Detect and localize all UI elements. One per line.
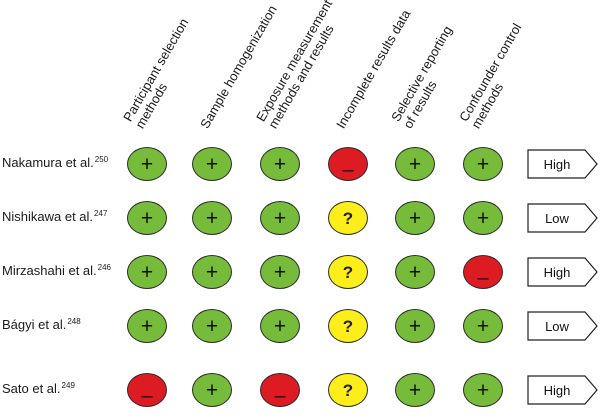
- judgement-symbol: ?: [342, 208, 354, 228]
- judgement-symbol: –: [141, 385, 153, 407]
- low-risk-dot: +: [395, 201, 435, 235]
- judgement-symbol: –: [274, 385, 286, 407]
- high-risk-dot: –: [127, 373, 167, 407]
- study-reference: 247: [94, 209, 108, 218]
- judgement-symbol: +: [408, 378, 422, 402]
- low-risk-dot: +: [395, 373, 435, 407]
- low-risk-dot: +: [192, 255, 232, 289]
- study-label: Nishikawa et al.247: [2, 209, 107, 224]
- study-reference: 246: [97, 263, 112, 272]
- judgement-symbol: +: [273, 206, 287, 230]
- judgement-symbol: +: [273, 314, 287, 338]
- study-label: Bágyi et al.248: [2, 317, 81, 332]
- low-risk-dot: +: [260, 201, 300, 235]
- study-label: Mirzashahi et al.246: [2, 263, 111, 278]
- low-risk-dot: +: [260, 255, 300, 289]
- judgement-symbol: –: [342, 159, 354, 181]
- judgement-symbol: +: [140, 260, 154, 284]
- judgement-symbol: +: [140, 314, 154, 338]
- judgement-symbol: +: [476, 152, 490, 176]
- low-risk-dot: +: [463, 309, 503, 343]
- judgement-symbol: ?: [342, 316, 354, 336]
- judgement-symbol: ?: [342, 262, 354, 282]
- judgement-symbol: +: [408, 314, 422, 338]
- unclear-risk-dot: ?: [328, 255, 368, 289]
- low-risk-dot: +: [395, 309, 435, 343]
- judgement-symbol: ?: [342, 380, 354, 400]
- high-risk-dot: –: [260, 373, 300, 407]
- column-header: Confounder control methods: [456, 21, 537, 131]
- low-risk-dot: +: [463, 373, 503, 407]
- low-risk-dot: +: [127, 309, 167, 343]
- judgement-symbol: +: [205, 314, 219, 338]
- study-label: Nakamura et al.250: [2, 155, 108, 170]
- judgement-symbol: +: [140, 206, 154, 230]
- study-name: Mirzashahi et al.: [2, 263, 97, 278]
- low-risk-dot: +: [463, 201, 503, 235]
- judgement-symbol: +: [408, 206, 422, 230]
- column-header: Participant selection methods: [120, 16, 203, 131]
- judgement-symbol: +: [140, 152, 154, 176]
- overall-risk-label: High: [543, 264, 571, 280]
- study-reference: 248: [67, 317, 81, 326]
- overall-risk-label: Low: [545, 318, 569, 334]
- overall-risk-tag: High: [527, 375, 599, 405]
- judgement-symbol: +: [408, 260, 422, 284]
- unclear-risk-dot: ?: [328, 373, 368, 407]
- judgement-symbol: +: [205, 206, 219, 230]
- study-name: Sato et al.: [2, 381, 61, 396]
- overall-risk-label: Low: [545, 210, 569, 226]
- judgement-symbol: +: [476, 314, 490, 338]
- study-name: Bágyi et al.: [2, 317, 67, 332]
- overall-risk-tag: Low: [527, 311, 599, 341]
- judgement-symbol: +: [476, 206, 490, 230]
- judgement-symbol: +: [476, 378, 490, 402]
- low-risk-dot: +: [127, 201, 167, 235]
- unclear-risk-dot: ?: [328, 309, 368, 343]
- low-risk-dot: +: [192, 147, 232, 181]
- overall-risk-tag: High: [527, 149, 599, 179]
- study-reference: 250: [94, 155, 109, 164]
- high-risk-dot: –: [328, 147, 368, 181]
- high-risk-dot: –: [463, 255, 503, 289]
- judgement-symbol: +: [205, 152, 219, 176]
- low-risk-dot: +: [260, 309, 300, 343]
- column-header: Selective reporting of results: [388, 23, 467, 131]
- low-risk-dot: +: [127, 255, 167, 289]
- overall-risk-label: High: [543, 382, 571, 398]
- low-risk-dot: +: [192, 201, 232, 235]
- judgement-symbol: +: [408, 152, 422, 176]
- low-risk-dot: +: [127, 147, 167, 181]
- study-name: Nakamura et al.: [2, 155, 94, 170]
- overall-risk-tag: High: [527, 257, 599, 287]
- overall-risk-label: High: [543, 156, 571, 172]
- overall-risk-tag: Low: [527, 203, 599, 233]
- judgement-symbol: +: [205, 378, 219, 402]
- low-risk-dot: +: [395, 147, 435, 181]
- low-risk-dot: +: [192, 373, 232, 407]
- study-reference: 249: [61, 381, 75, 390]
- study-label: Sato et al.249: [2, 381, 75, 396]
- low-risk-dot: +: [192, 309, 232, 343]
- study-name: Nishikawa et al.: [2, 209, 94, 224]
- judgement-symbol: –: [477, 267, 489, 289]
- low-risk-dot: +: [395, 255, 435, 289]
- low-risk-dot: +: [463, 147, 503, 181]
- judgement-symbol: +: [273, 152, 287, 176]
- unclear-risk-dot: ?: [328, 201, 368, 235]
- judgement-symbol: +: [273, 260, 287, 284]
- judgement-symbol: +: [205, 260, 219, 284]
- low-risk-dot: +: [260, 147, 300, 181]
